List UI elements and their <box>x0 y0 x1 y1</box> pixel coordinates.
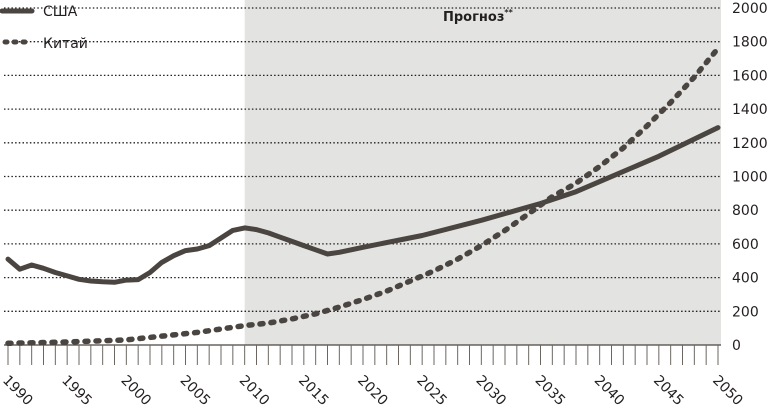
y-tick-label: 600 <box>732 237 759 253</box>
y-tick-label: 200 <box>732 304 759 320</box>
series-usa-line <box>5 125 721 285</box>
series-china-line <box>5 45 721 347</box>
x-tick-label: 2040 <box>591 373 628 405</box>
y-tick-label: 1000 <box>732 170 768 186</box>
y-tick-label: 1400 <box>732 102 768 118</box>
x-tick-label: 2030 <box>473 373 510 405</box>
y-tick-label: 400 <box>732 271 759 287</box>
x-tick-label: 2010 <box>236 373 273 405</box>
y-tick-label: 1200 <box>732 136 768 152</box>
y-tick-label: 2000 <box>732 1 768 17</box>
y-axis-labels: 0 200 400 600 800 1000 1200 1400 1600 1800 2000 <box>732 1 768 354</box>
forecast-footnote-mark: ** <box>504 8 513 17</box>
x-tick-label: 1995 <box>58 373 95 405</box>
x-tick-label: 2035 <box>532 373 569 405</box>
y-tick-label: 1800 <box>732 35 768 51</box>
legend-item-usa: США <box>0 4 78 20</box>
forecast-label: Прогноз** <box>443 8 514 25</box>
x-tick-label: 2015 <box>295 373 332 405</box>
forecast-annotation: Прогноз** <box>443 8 514 25</box>
x-tick-label: 1990 <box>0 373 36 405</box>
x-tick-label: 2045 <box>650 373 687 405</box>
y-tick-label: 1600 <box>732 68 768 84</box>
legend-label-china: Китай <box>43 36 88 52</box>
forecast-label-text: Прогноз <box>443 10 504 25</box>
x-axis: 1990 1995 2000 2005 2010 2015 2020 2025 2030 2035… <box>0 344 746 405</box>
x-tick-label: 2050 <box>709 373 746 405</box>
legend-item-china: Китай <box>2 36 88 52</box>
x-tick-label: 2005 <box>177 373 214 405</box>
y-tick-label: 800 <box>732 203 759 219</box>
y-tick-label: 0 <box>732 338 741 354</box>
x-tick-label: 2025 <box>413 373 450 405</box>
legend: США Китай <box>0 4 88 52</box>
legend-label-usa: США <box>43 4 78 20</box>
gridlines <box>4 7 720 312</box>
forecast-region <box>244 0 721 345</box>
x-tick-label: 2000 <box>118 373 155 405</box>
x-tick-label: 2020 <box>354 373 391 405</box>
